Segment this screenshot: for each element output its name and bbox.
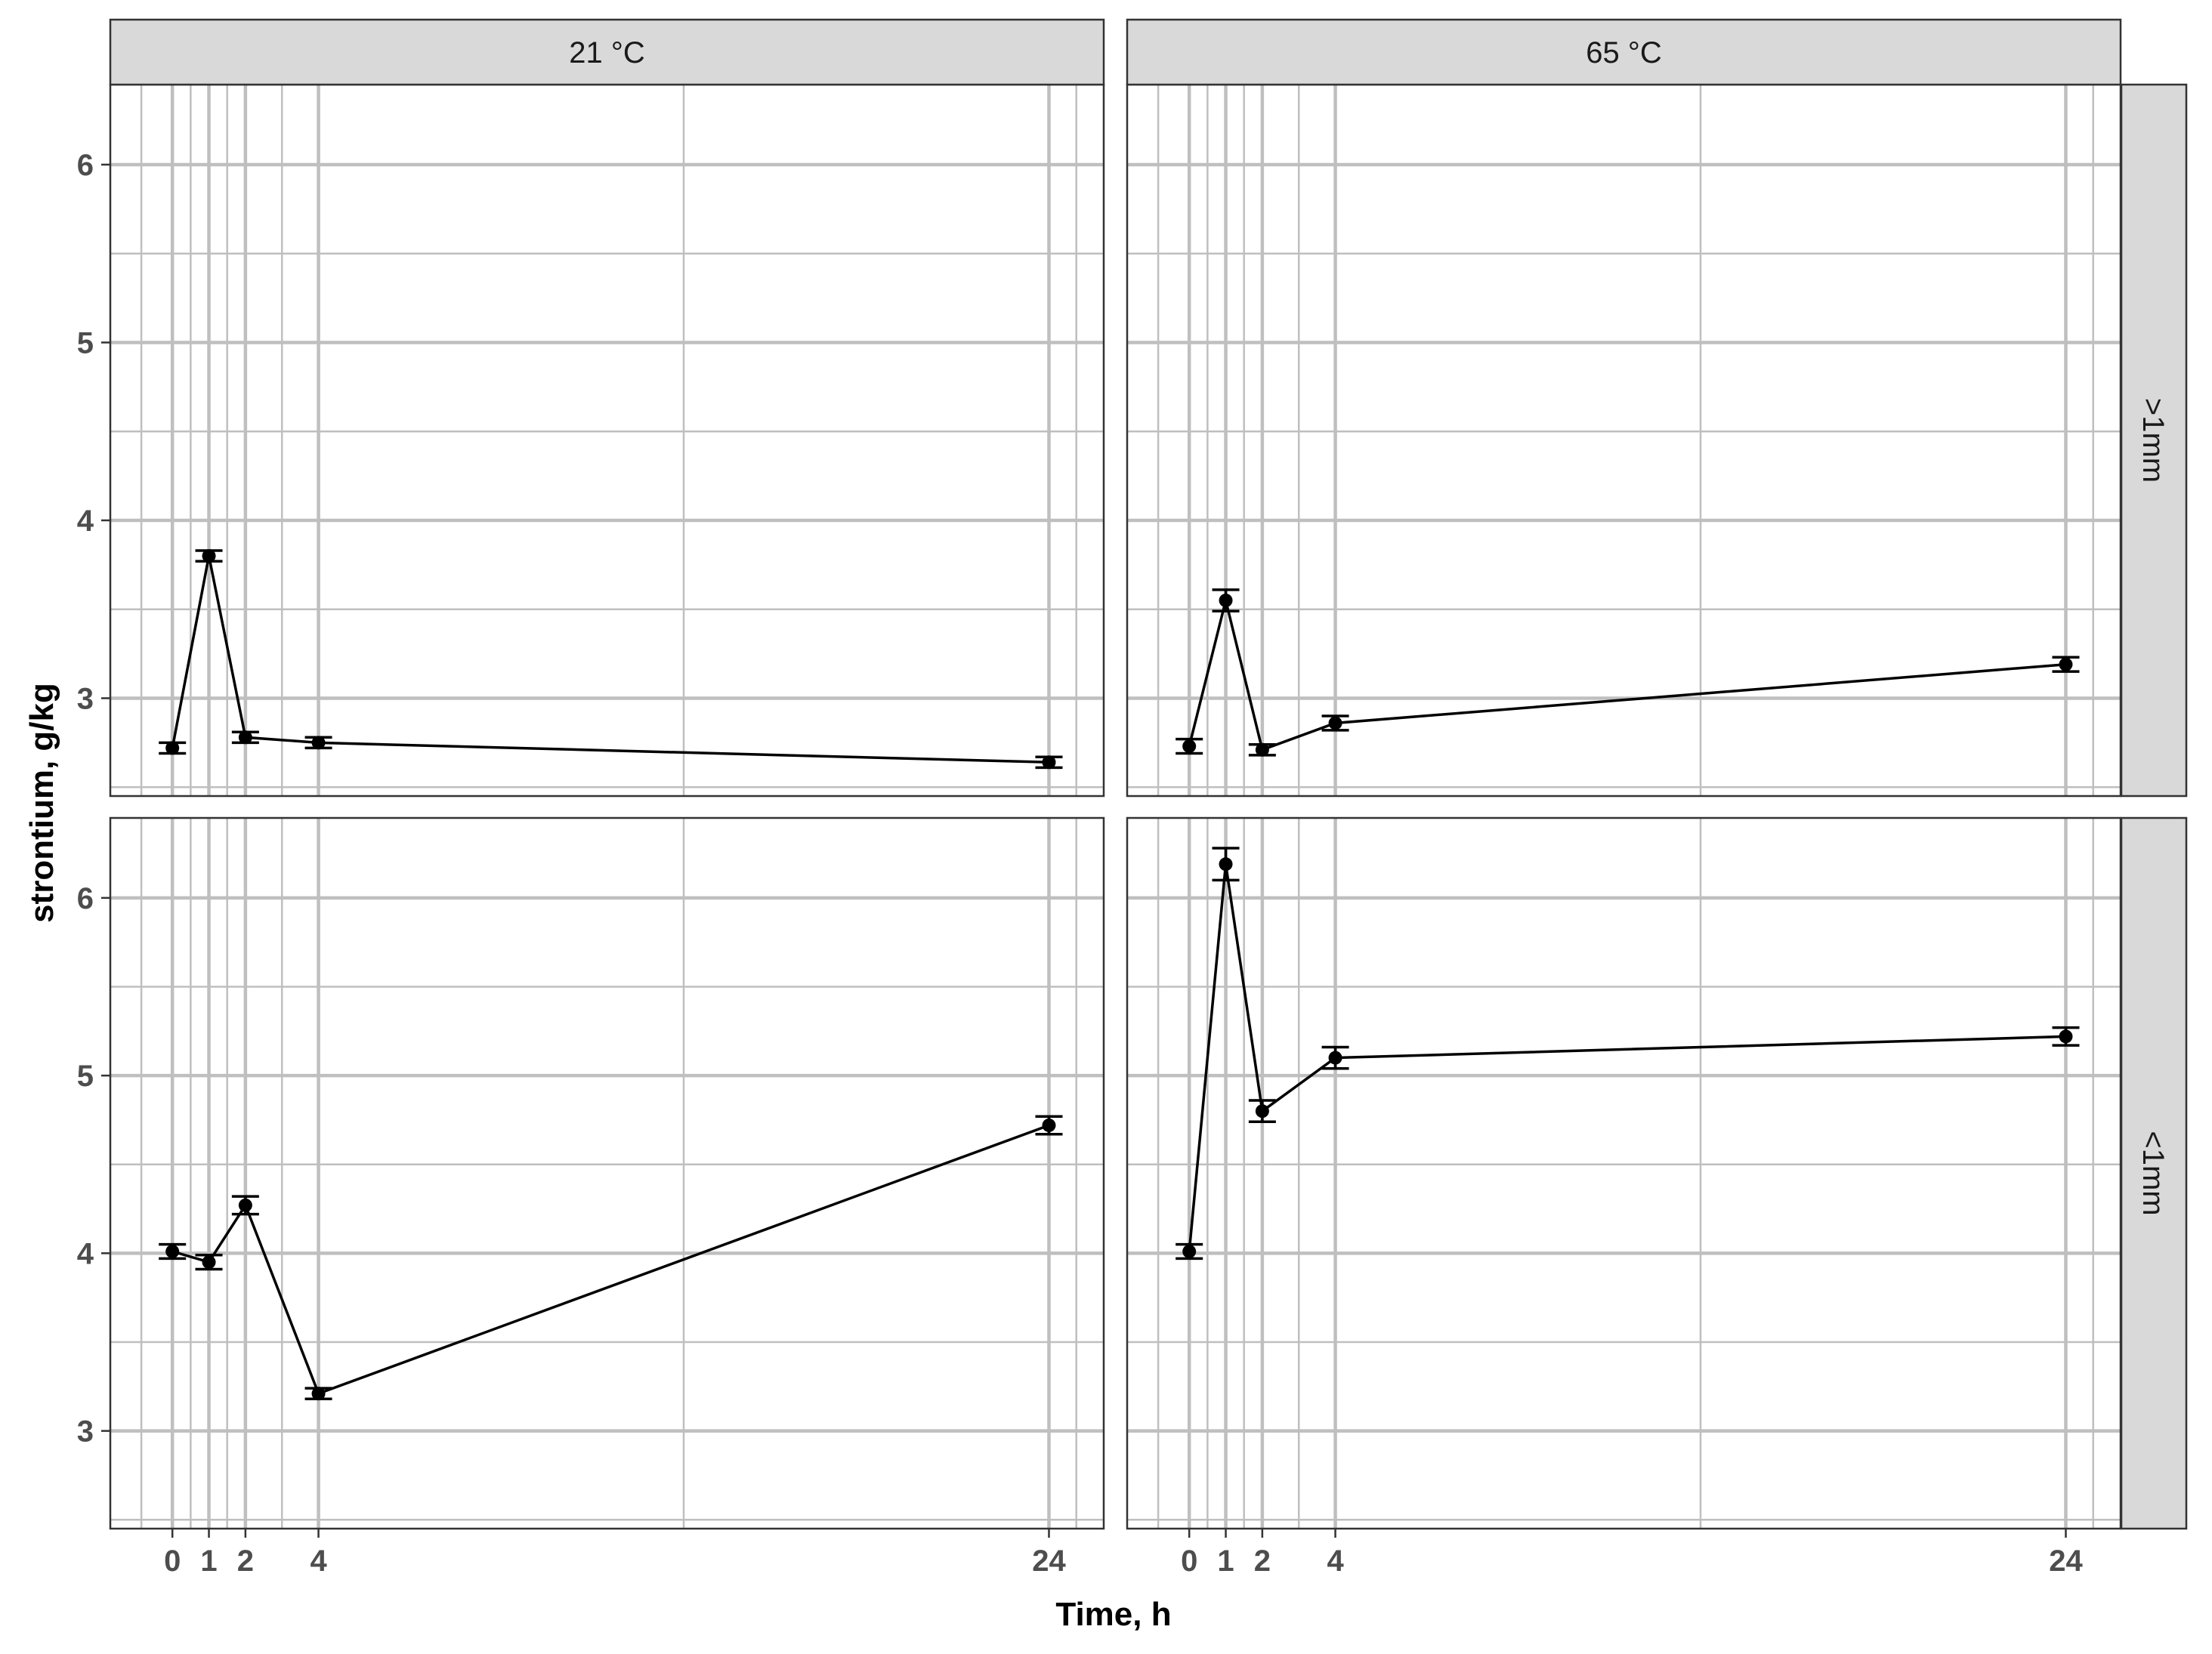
panel-1: [109, 83, 1105, 798]
y-tick-label: 3: [77, 1415, 94, 1449]
column-strip-label: 65 °C: [1586, 36, 1662, 69]
data-point: [311, 736, 326, 750]
row-strip-label: >1mm: [2136, 398, 2170, 483]
data-point: [1255, 1104, 1269, 1119]
data-point: [2059, 657, 2073, 671]
x-tick-label: 0: [164, 1544, 181, 1578]
y-tick-label: 4: [77, 1237, 94, 1270]
row-strip-label: <1mm: [2136, 1131, 2170, 1215]
y-tick-label: 6: [77, 149, 94, 182]
data-point: [1219, 857, 1233, 872]
column-strip-2: 65 °C: [1126, 18, 2122, 86]
y-tick-label: 4: [77, 505, 94, 538]
data-point: [238, 730, 252, 745]
data-point: [165, 741, 180, 755]
x-tick-label: 4: [1327, 1544, 1344, 1578]
data-point: [1182, 1245, 1197, 1259]
x-axis-title: Time, h: [1055, 1596, 1171, 1633]
data-point: [311, 1387, 326, 1401]
y-tick-label: 6: [77, 882, 94, 915]
data-point: [1042, 755, 1056, 770]
data-point: [1328, 716, 1342, 730]
y-tick-label: 5: [77, 326, 94, 359]
y-tick-label: 5: [77, 1060, 94, 1093]
strip-background: [1126, 18, 2122, 86]
x-tick-label: 2: [237, 1544, 254, 1578]
data-point: [202, 549, 216, 563]
x-tick-label: 1: [200, 1544, 217, 1578]
x-tick-label: 24: [1032, 1544, 1066, 1578]
column-strip-1: 21 °C: [109, 18, 1105, 86]
data-point: [1042, 1118, 1056, 1132]
x-tick-label: 0: [1181, 1544, 1197, 1578]
strip-background: [109, 18, 1105, 86]
x-tick-label: 1: [1217, 1544, 1234, 1578]
data-point: [202, 1255, 216, 1270]
strip-background: [2120, 83, 2188, 798]
x-tick-label: 4: [310, 1544, 327, 1578]
data-point: [1328, 1051, 1342, 1065]
strip-background: [2120, 816, 2188, 1530]
panel-3: [109, 816, 1105, 1530]
row-strip-1: >1mm: [2120, 83, 2188, 798]
data-point: [238, 1198, 252, 1212]
data-point: [165, 1245, 180, 1259]
y-tick-label: 3: [77, 682, 94, 715]
data-point: [1255, 742, 1269, 757]
data-point: [2059, 1029, 2073, 1044]
x-tick-label: 24: [2049, 1544, 2083, 1578]
y-axis-title: strontium, g/kg: [23, 683, 60, 923]
data-point: [1219, 593, 1233, 607]
data-point: [1182, 739, 1197, 754]
row-strip-2: <1mm: [2120, 816, 2188, 1530]
strips-layer: 21 °C 65 °C >1mm <1mm: [109, 18, 2188, 1530]
x-tick-label: 2: [1254, 1544, 1271, 1578]
column-strip-label: 21 °C: [569, 36, 645, 69]
panel-border: [109, 816, 1105, 1530]
